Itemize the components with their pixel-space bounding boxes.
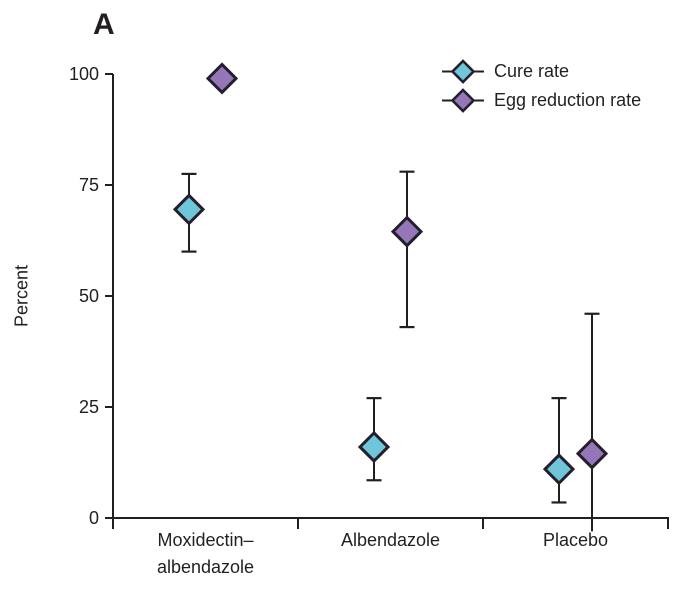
x-category-placebo: Placebo xyxy=(483,527,668,554)
legend: Cure rate Egg reduction rate xyxy=(440,57,641,115)
marker-egg-reduction-rate-1 xyxy=(390,215,424,248)
legend-item-egg-reduction-rate: Egg reduction rate xyxy=(440,86,641,115)
legend-label: Cure rate xyxy=(494,61,570,81)
marker-egg-reduction-rate-0 xyxy=(205,62,239,95)
category-label-line: Albendazole xyxy=(340,530,441,550)
x-category-albendazole: Albendazole xyxy=(298,527,483,554)
y-tick-label: 100 xyxy=(69,64,99,84)
y-tick-label: 25 xyxy=(79,397,99,417)
category-label-line: albendazole xyxy=(156,557,255,577)
legend-diamond-icon xyxy=(442,88,484,113)
y-tick-label: 0 xyxy=(89,508,99,528)
panel-label: A xyxy=(93,8,115,41)
x-category-moxidectin-albendazole: Moxidectin– albendazole xyxy=(113,527,298,581)
marker-cure-rate-2 xyxy=(542,453,576,486)
y-tick-label: 50 xyxy=(79,286,99,306)
marker-egg-reduction-rate-2 xyxy=(575,437,609,470)
y-tick-label: 75 xyxy=(79,175,99,195)
legend-diamond-icon xyxy=(442,59,484,84)
marker-cure-rate-0 xyxy=(172,193,206,226)
category-label-line: Placebo xyxy=(542,530,609,550)
category-label-line: Moxidectin– xyxy=(157,530,254,550)
legend-item-cure-rate: Cure rate xyxy=(440,57,641,86)
marker-cure-rate-1 xyxy=(357,430,391,464)
legend-label: Egg reduction rate xyxy=(494,90,642,110)
